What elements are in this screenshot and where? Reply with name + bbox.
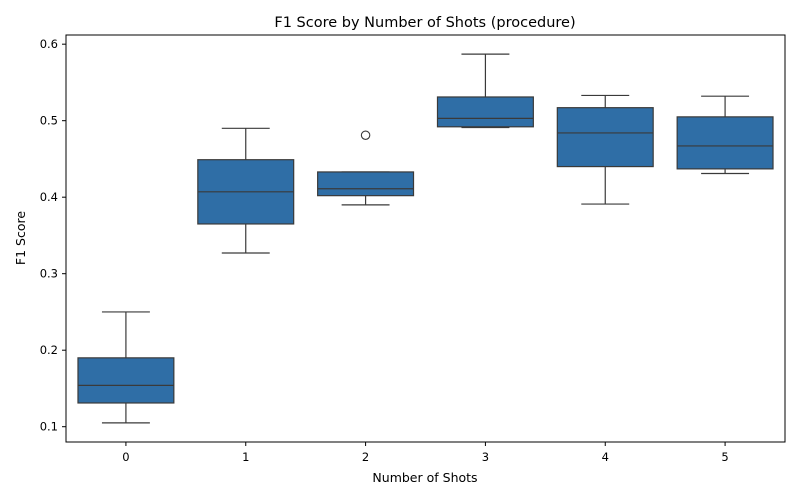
- chart-title: F1 Score by Number of Shots (procedure): [274, 15, 575, 31]
- box-group-5: [676, 95, 774, 175]
- x-axis-label: Number of Shots: [372, 470, 477, 485]
- outlier-point: [360, 130, 371, 140]
- box-group-0: [77, 311, 175, 424]
- iqr-box: [676, 116, 774, 170]
- y-tick-label: 0.1: [40, 420, 58, 434]
- x-tick-label: 1: [242, 450, 249, 464]
- box-group-3: [436, 53, 534, 129]
- x-tick-label: 4: [602, 450, 609, 464]
- y-axis: 0.1 0.2 0.3 0.4 0.5 0.6: [40, 37, 66, 434]
- x-tick-label: 0: [122, 450, 129, 464]
- plot-frame: [65, 34, 786, 443]
- y-axis-label: F1 Score: [13, 211, 28, 265]
- y-tick-label: 0.6: [40, 37, 58, 51]
- x-axis: 0 1 2 3 4 5: [122, 442, 729, 464]
- x-tick-label: 5: [721, 450, 728, 464]
- iqr-box: [436, 96, 534, 128]
- x-tick-label: 2: [362, 450, 369, 464]
- iqr-box: [77, 357, 175, 404]
- y-tick-label: 0.4: [40, 190, 58, 204]
- x-tick-label: 3: [482, 450, 489, 464]
- plot-area: [77, 53, 774, 424]
- y-tick-label: 0.5: [40, 114, 58, 128]
- y-tick-label: 0.2: [40, 343, 58, 357]
- box-group-1: [197, 127, 295, 254]
- y-tick-label: 0.3: [40, 267, 58, 281]
- box-group-4: [556, 94, 654, 205]
- iqr-box: [556, 107, 654, 168]
- iqr-box: [317, 171, 415, 197]
- box-group-2: [317, 130, 415, 206]
